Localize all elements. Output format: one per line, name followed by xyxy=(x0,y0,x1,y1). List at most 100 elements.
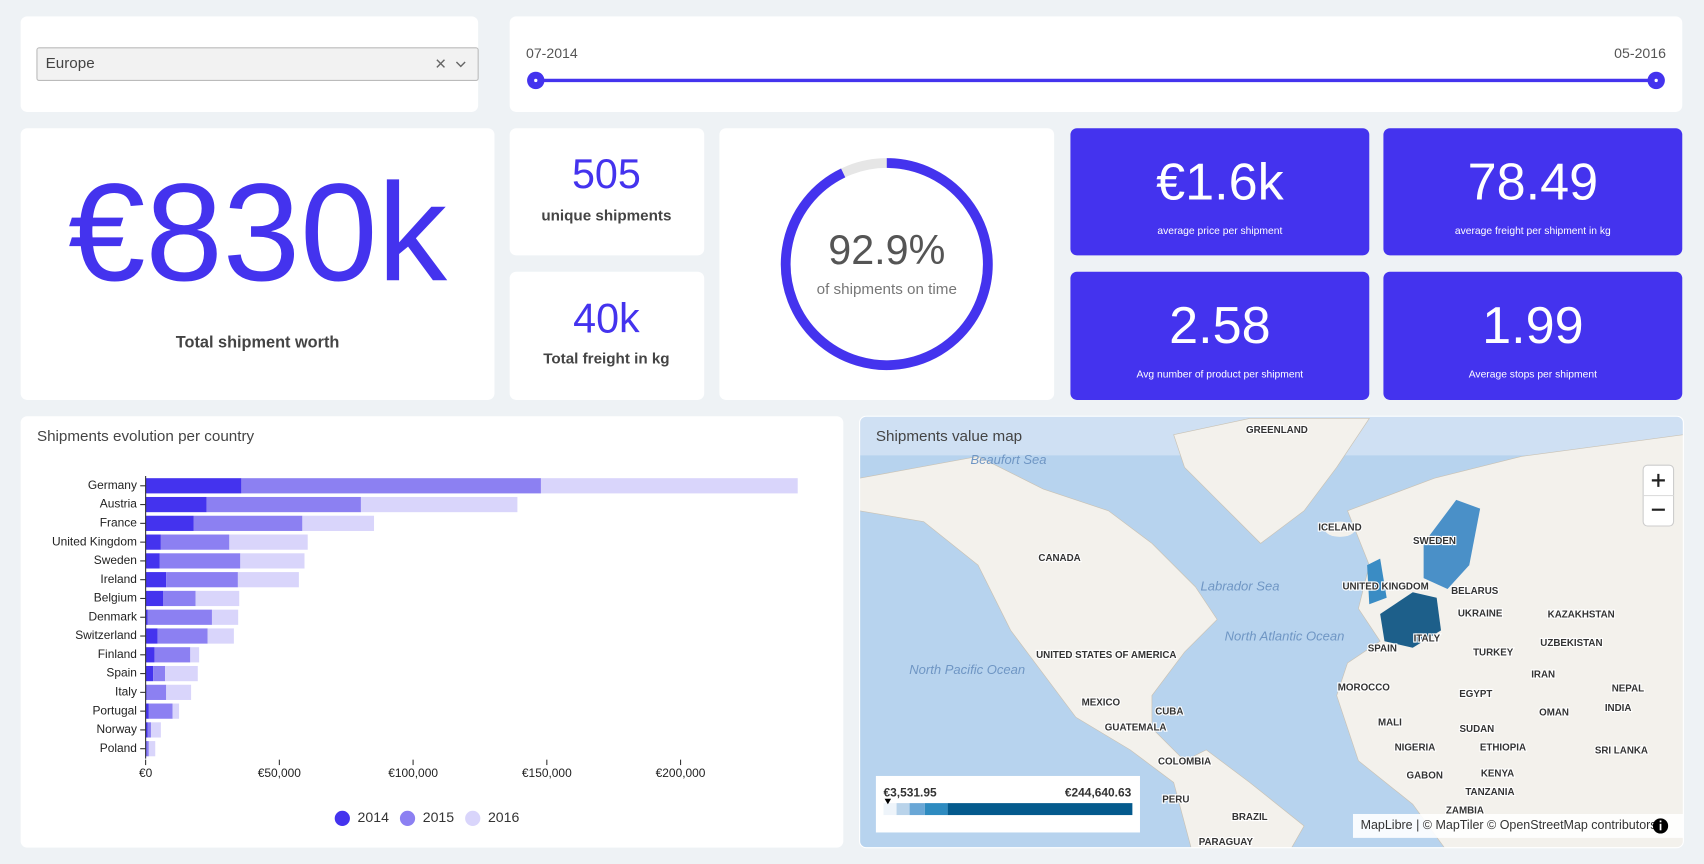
bar xyxy=(145,647,155,663)
zoom-controls xyxy=(1642,464,1675,527)
y-tick-label: United Kingdom xyxy=(52,534,137,548)
bar-chart: Germany Austria France United Kingdom Sweden… xyxy=(52,476,798,826)
land xyxy=(1173,418,1370,544)
legend-min: €3,531.95 xyxy=(884,785,937,799)
x-tick-label: €100,000 xyxy=(388,766,438,780)
bar xyxy=(146,684,167,700)
country-label: GUATEMALA xyxy=(1105,723,1167,734)
bar xyxy=(145,534,161,550)
country-label: CANADA xyxy=(1038,553,1080,564)
ocean-label: Labrador Sea xyxy=(1200,578,1279,593)
country-label: ICELAND xyxy=(1318,523,1361,534)
bar xyxy=(240,553,305,569)
chart-title: Shipments evolution per country xyxy=(37,428,255,445)
country-label: NIGERIA xyxy=(1395,742,1436,753)
bar xyxy=(229,534,308,550)
y-tick-label: Austria xyxy=(100,497,138,511)
kpi-label: Average stops per shipment xyxy=(1469,370,1597,381)
country-label: TANZANIA xyxy=(1465,787,1514,798)
range-end: 05-2016 xyxy=(1614,45,1666,61)
bar xyxy=(154,647,191,663)
handle-dot xyxy=(1654,78,1658,83)
kpi-value: 78.49 xyxy=(1468,154,1599,212)
country-label: UZBEKISTAN xyxy=(1540,638,1602,649)
map[interactable]: GREENLAND Beaufort Sea CANADA ICELAND SWEDEN… xyxy=(859,416,1684,864)
attribution[interactable]: MapLibre | © MapTiler © OpenStreetMap co… xyxy=(1361,818,1657,832)
bar xyxy=(540,478,798,494)
legend-max: €244,640.63 xyxy=(1065,785,1132,799)
land xyxy=(1324,521,1356,537)
bar xyxy=(147,722,151,738)
country-area xyxy=(1380,592,1442,648)
gauge-value: 92.9% xyxy=(828,227,945,273)
country-label: COLOMBIA xyxy=(1158,756,1211,767)
gauge-label: of shipments on time xyxy=(817,281,957,298)
bar xyxy=(145,515,194,531)
y-tick-label: Italy xyxy=(115,685,137,699)
kpi-label: Avg number of product per shipment xyxy=(1137,370,1304,381)
region-select[interactable]: Europe xyxy=(36,47,479,81)
legend-label: 2014 xyxy=(358,809,390,825)
handle-dot xyxy=(534,78,538,83)
map-labels: GREENLAND Beaufort Sea CANADA ICELAND SWEDEN… xyxy=(909,424,1649,848)
legend-swatch xyxy=(399,810,416,826)
country-label: UNITED KINGDOM xyxy=(1342,581,1428,592)
kpi-label: average freight per shipment in kg xyxy=(1455,226,1611,237)
bar xyxy=(166,572,238,588)
map-title: Shipments value map xyxy=(876,428,1022,445)
kpi-card xyxy=(20,128,495,400)
country-label: IRAN xyxy=(1531,669,1555,680)
country-label: BRAZIL xyxy=(1232,812,1268,823)
country-label: PERU xyxy=(1162,794,1189,805)
country-label: MEXICO xyxy=(1082,698,1121,709)
country-label: SPAIN xyxy=(1368,643,1397,654)
bar xyxy=(172,703,180,719)
y-tick-label: Germany xyxy=(88,478,137,492)
country-area xyxy=(1423,499,1481,590)
kpi-label: average price per shipment xyxy=(1157,226,1282,237)
country-label: ITALY xyxy=(1414,634,1441,645)
country-label: UNITED STATES OF AMERICA xyxy=(1036,650,1176,661)
bar xyxy=(145,496,207,513)
y-tick-label: Spain xyxy=(106,666,137,680)
country-label: GABON xyxy=(1407,771,1443,782)
range-start: 07-2014 xyxy=(526,45,578,61)
ocean-label: North Pacific Ocean xyxy=(909,662,1025,677)
bar xyxy=(207,628,234,644)
bar xyxy=(163,590,196,607)
y-tick-label: Denmark xyxy=(88,609,136,623)
ocean-label: Beaufort Sea xyxy=(970,452,1046,467)
gauge-card xyxy=(719,128,1055,400)
y-tick-label: Ireland xyxy=(100,572,137,586)
country-area xyxy=(1367,558,1387,605)
kpi-value: 505 xyxy=(572,151,641,197)
legend-label: 2015 xyxy=(423,809,455,825)
kpi-card xyxy=(509,271,705,400)
chevron-icon[interactable] xyxy=(455,61,466,68)
bar xyxy=(145,722,148,738)
y-tick-label: Poland xyxy=(100,741,137,755)
legend-swatch xyxy=(465,810,481,826)
x-tick-label: €150,000 xyxy=(522,766,572,780)
country-label: OMAN xyxy=(1539,707,1569,718)
select-box[interactable] xyxy=(36,47,479,81)
country-label: UKRAINE xyxy=(1458,609,1503,620)
kpi-label: unique shipments xyxy=(541,207,671,224)
bar xyxy=(153,665,166,682)
zoom-in[interactable] xyxy=(1651,473,1665,487)
y-tick-label: Belgium xyxy=(94,591,137,605)
bar xyxy=(166,684,192,700)
clear-icon[interactable] xyxy=(436,59,445,68)
attribution-box xyxy=(1352,813,1684,838)
kpi-group: €1.6k average price per shipment 78.49 aver… xyxy=(1070,128,1683,400)
bar xyxy=(360,496,518,513)
bar xyxy=(190,647,200,663)
bar xyxy=(145,478,242,494)
legend-swatch xyxy=(896,803,910,816)
legend-pointer xyxy=(884,798,892,805)
country-label: SRI LANKA xyxy=(1595,746,1648,757)
bar xyxy=(145,703,149,719)
country-label: INDIA xyxy=(1605,703,1632,714)
